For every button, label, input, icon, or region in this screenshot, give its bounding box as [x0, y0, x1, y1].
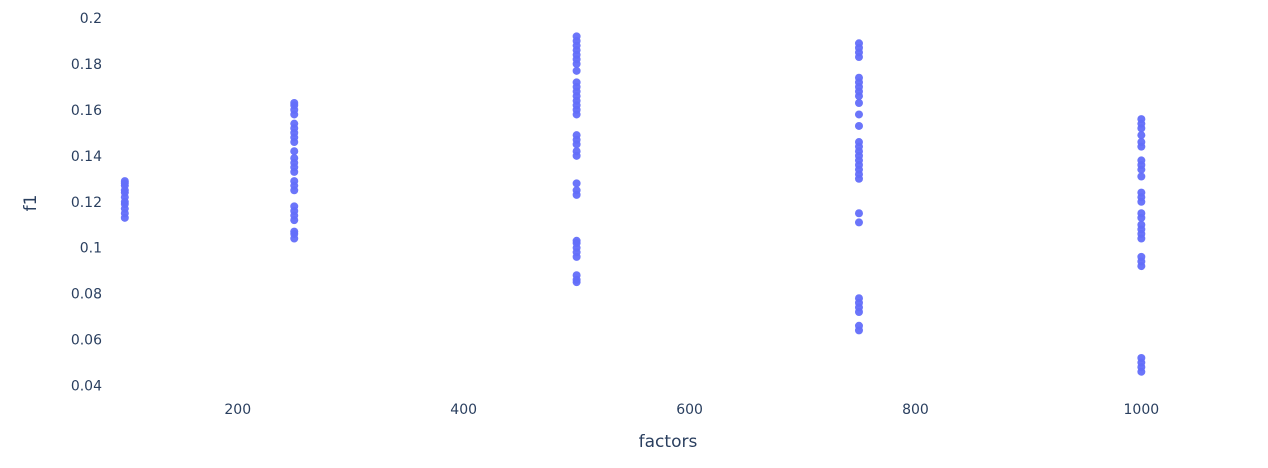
data-point: [290, 154, 299, 163]
scatter-points: [120, 32, 1146, 376]
data-point: [854, 294, 863, 303]
data-point: [290, 202, 299, 211]
x-tick-label: 800: [902, 402, 929, 418]
data-point: [1137, 138, 1146, 147]
x-axis-title: factors: [639, 432, 698, 452]
data-point: [1137, 209, 1146, 218]
x-tick-label: 400: [450, 402, 477, 418]
data-point: [854, 218, 863, 227]
y-axis-title: f1: [21, 195, 41, 212]
y-tick-label: 0.1: [80, 241, 102, 257]
data-point: [1137, 220, 1146, 229]
data-point: [1137, 172, 1146, 181]
data-point: [854, 121, 863, 130]
data-point: [572, 78, 581, 87]
y-tick-label: 0.2: [80, 11, 102, 27]
data-point: [572, 271, 581, 280]
data-point: [1137, 131, 1146, 140]
data-point: [290, 98, 299, 107]
y-axis-ticks: 0.04 0.06 0.08 0.1 0.12 0.14 0.16 0.18 0.2: [71, 11, 102, 395]
y-tick-label: 0.08: [71, 287, 102, 303]
data-point: [854, 209, 863, 218]
data-point: [854, 138, 863, 147]
data-point: [572, 236, 581, 245]
data-point: [854, 39, 863, 48]
data-point: [290, 147, 299, 156]
data-point: [572, 147, 581, 156]
x-tick-label: 600: [676, 402, 703, 418]
data-point: [290, 177, 299, 186]
data-point: [1137, 188, 1146, 197]
y-tick-label: 0.06: [71, 333, 102, 349]
y-tick-label: 0.18: [71, 57, 102, 73]
data-point: [572, 179, 581, 188]
data-point: [572, 186, 581, 195]
data-point: [1137, 353, 1146, 362]
data-point: [854, 321, 863, 330]
x-tick-label: 200: [224, 402, 251, 418]
y-tick-label: 0.14: [71, 149, 102, 165]
y-tick-label: 0.04: [71, 379, 102, 395]
data-point: [572, 131, 581, 140]
x-tick-label: 1000: [1124, 402, 1160, 418]
data-point: [1137, 115, 1146, 124]
data-point: [290, 227, 299, 236]
y-tick-label: 0.12: [71, 195, 102, 211]
data-point: [290, 119, 299, 128]
data-point: [1137, 252, 1146, 261]
data-point: [572, 66, 581, 75]
data-point: [1137, 156, 1146, 165]
data-point: [120, 177, 129, 186]
data-point: [854, 110, 863, 119]
x-axis-ticks: 200 400 600 800 1000: [224, 402, 1159, 418]
data-point: [854, 98, 863, 107]
y-tick-label: 0.16: [71, 103, 102, 119]
data-point: [854, 73, 863, 82]
data-point: [572, 32, 581, 41]
